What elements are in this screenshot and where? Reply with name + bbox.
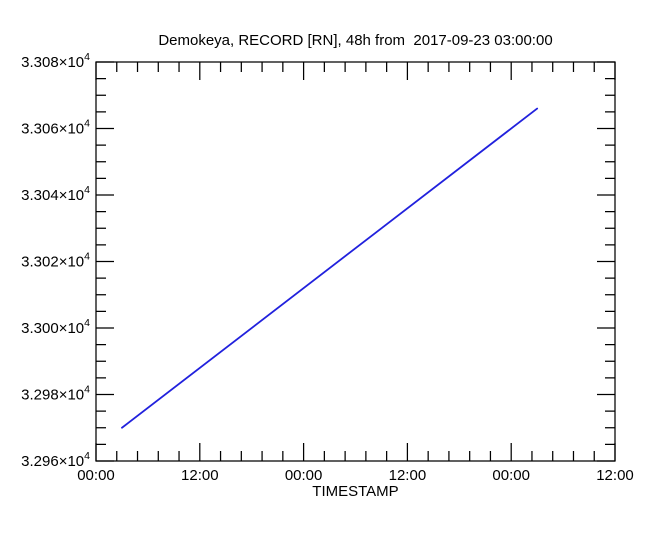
y-tick-label: 3.308×104: [21, 51, 90, 71]
data-line-record: [121, 107, 539, 429]
x-tick-label: 00:00: [77, 467, 115, 484]
x-tick-label: 12:00: [596, 467, 634, 484]
chart-title: Demokeya, RECORD [RN], 48h from 2017-09-…: [158, 32, 553, 49]
x-tick-label: 00:00: [492, 467, 530, 484]
y-tick-label: 3.306×104: [21, 118, 90, 138]
plot-frame: [95, 61, 616, 462]
y-tick-label: 3.298×104: [21, 384, 90, 404]
y-tick-label: 3.302×104: [21, 251, 90, 271]
y-tick-label: 3.300×104: [21, 317, 90, 337]
x-tick-label: 12:00: [389, 467, 427, 484]
x-axis: 00:00 12:00 00:00 12:00 00:00 12:00: [77, 62, 634, 484]
y-axis: 3.296×104 3.298×104 3.300×104 3.302×104 3.30…: [21, 51, 615, 470]
x-axis-label: TIMESTAMP: [312, 483, 399, 500]
y-tick-label: 3.304×104: [21, 184, 90, 204]
x-tick-label: 00:00: [285, 467, 323, 484]
y-tick-label: 3.296×104: [21, 450, 90, 470]
x-tick-label: 12:00: [181, 467, 219, 484]
